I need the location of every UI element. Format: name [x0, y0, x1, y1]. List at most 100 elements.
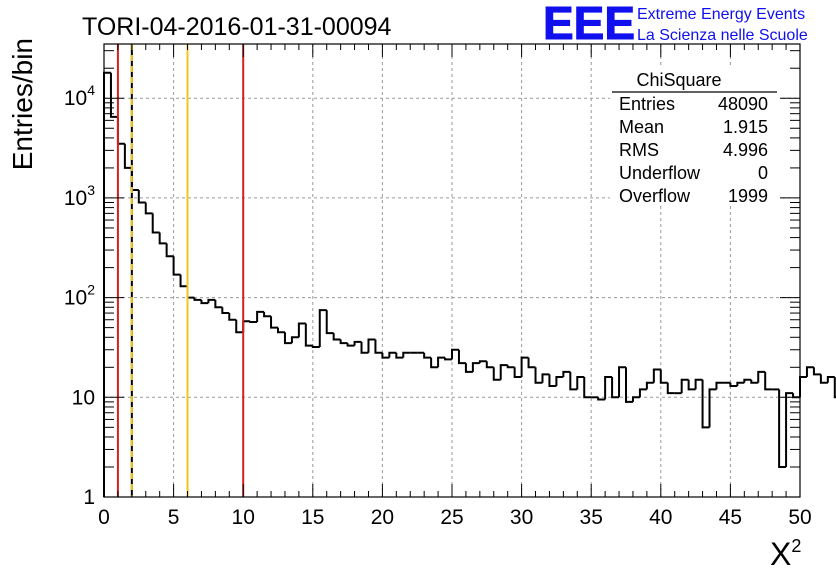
histogram-bin [332, 333, 341, 341]
histogram-bin [792, 393, 800, 399]
histogram-bin [812, 367, 821, 376]
histogram-bin [618, 366, 626, 398]
histogram-bin [360, 341, 369, 354]
stats-box: ChiSquare Entries 48090 Mean 1.915 RMS 4.996 U… [610, 68, 780, 206]
histogram-bin [583, 376, 592, 399]
histogram-bin [339, 339, 348, 345]
histogram-bin [527, 357, 536, 369]
histogram-bin [687, 379, 696, 391]
histogram-bin [165, 243, 174, 258]
y-tick-label: 103 [64, 182, 95, 210]
y-tick-exponent: 3 [87, 182, 95, 198]
stats-row-value: 4.996 [723, 140, 768, 160]
histogram-bin [513, 367, 522, 378]
histogram-bin [353, 340, 362, 346]
histogram-bin [109, 72, 118, 118]
histogram-bin [130, 167, 139, 192]
x-tick-label: 0 [98, 506, 110, 529]
histogram-bin [478, 360, 487, 364]
x-axis-label-superscript: 2 [791, 536, 801, 556]
histogram-bin [221, 307, 230, 315]
stats-row-label: Underflow [619, 163, 701, 183]
histogram-bin [611, 376, 620, 399]
stats-row-label: Mean [619, 117, 664, 137]
stats-row-value: 1.915 [723, 117, 768, 137]
histogram-bin [826, 375, 835, 383]
histogram-bin [242, 320, 251, 333]
x-tick-label: 50 [788, 506, 811, 529]
x-tick-label: 35 [580, 506, 603, 529]
stats-row-label: Overflow [619, 186, 691, 206]
x-axis-label-base: X [770, 536, 791, 572]
histogram-bin [423, 352, 432, 359]
y-tick-exponent: 4 [87, 82, 95, 98]
x-tick-label: 10 [232, 506, 255, 529]
histogram-bin [263, 311, 272, 318]
histogram-bin [597, 397, 606, 401]
histogram-bin [604, 375, 613, 400]
histogram-bin [743, 378, 752, 383]
histogram-bin [457, 349, 466, 365]
histogram-bin [652, 368, 661, 383]
histogram-bin [186, 286, 195, 299]
histogram-bin [750, 379, 759, 384]
histogram-bin [256, 310, 265, 322]
histogram-bin [541, 373, 550, 383]
stats-row-label: Entries [619, 94, 675, 114]
histogram-bin [144, 202, 153, 215]
histogram-bin [388, 351, 397, 358]
histogram-bin [666, 382, 675, 395]
histogram-bin [451, 348, 459, 360]
y-axis-label: Entries/bin [7, 38, 38, 170]
histogram-bin [764, 371, 773, 391]
grid [104, 44, 800, 497]
histogram-bin [555, 375, 564, 386]
histogram-bin [193, 297, 202, 301]
histogram-bin [499, 364, 508, 380]
histogram-bin [471, 362, 480, 372]
y-tick-base: 1 [83, 486, 95, 509]
histogram-bin [708, 388, 717, 428]
histogram-bin [437, 356, 446, 368]
histogram-bin [576, 375, 585, 390]
stats-row-value: 48090 [718, 94, 768, 114]
histogram-bin [444, 357, 452, 361]
logo-mark: EEE [543, 0, 635, 49]
histogram-bin [715, 381, 724, 390]
x-axis-label: X2 [770, 536, 801, 572]
histogram-bin [464, 363, 473, 373]
histogram-bin [680, 378, 689, 394]
histogram-bin [297, 322, 306, 338]
threshold-lines [116, 44, 245, 497]
histogram-bin [172, 256, 181, 276]
histogram-bin [151, 213, 160, 234]
stats-box-background [610, 68, 780, 206]
histogram-bin [249, 320, 258, 323]
y-tick-label: 1 [83, 486, 95, 509]
logo-line2: La Scienza nelle Scuole [637, 27, 808, 44]
axis-ticks [103, 44, 801, 498]
histogram-bin [214, 299, 223, 309]
histogram-bin [729, 382, 738, 387]
x-tick-label: 15 [301, 506, 324, 529]
y-tick-base: 10 [64, 87, 87, 110]
histogram-bin [534, 367, 543, 384]
histogram-bin [158, 232, 167, 245]
histogram-bin [492, 367, 501, 381]
histogram-bin [235, 319, 244, 334]
histogram-bin [200, 299, 209, 305]
histogram-bin [346, 343, 355, 347]
x-tick-label: 25 [440, 506, 463, 529]
stats-row-label: RMS [619, 140, 659, 160]
y-tick-label: 10 [72, 386, 95, 409]
x-tick-label: 40 [649, 506, 672, 529]
histogram-bin [325, 310, 334, 335]
x-tick-label: 5 [168, 506, 180, 529]
histogram-bin [506, 365, 515, 369]
histogram-bin [367, 338, 376, 353]
stats-row-value: 1999 [728, 186, 768, 206]
histogram-bin [290, 336, 299, 344]
histogram-bin [569, 371, 578, 391]
histogram-bin [395, 352, 404, 359]
